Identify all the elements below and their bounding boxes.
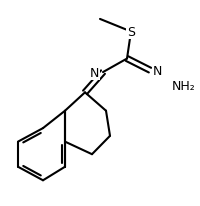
Text: NH₂: NH₂ (172, 80, 196, 93)
Text: N: N (90, 66, 99, 79)
Text: S: S (127, 26, 135, 39)
Text: N: N (153, 64, 162, 77)
